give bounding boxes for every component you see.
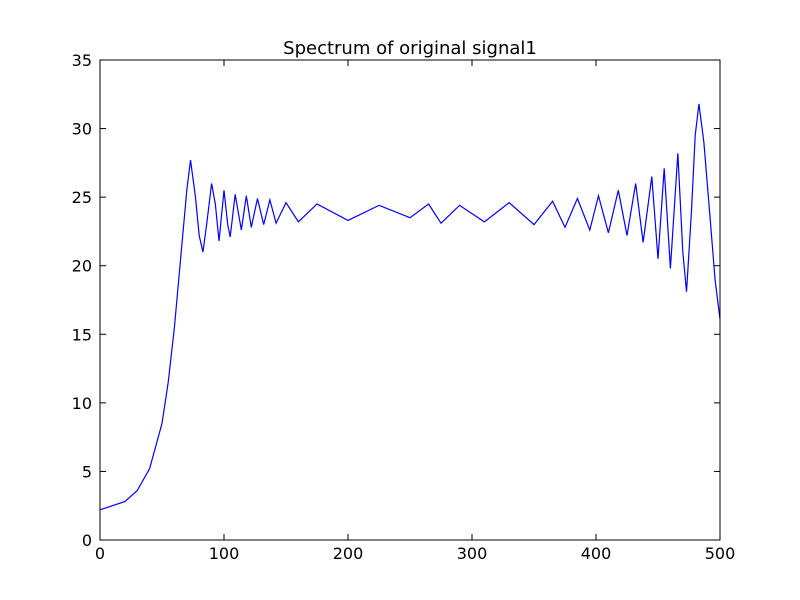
y-tick-label: 15 <box>72 325 92 344</box>
x-tick-label: 500 <box>705 544 736 563</box>
y-tick-label: 25 <box>72 188 92 207</box>
plot-frame <box>99 59 721 541</box>
x-tick-label: 0 <box>95 544 105 563</box>
y-tick-label: 30 <box>72 120 92 139</box>
chart-title: Spectrum of original signal1 <box>283 38 537 59</box>
x-tick-label: 300 <box>457 544 488 563</box>
x-tick-label: 200 <box>333 544 364 563</box>
series-line <box>100 103 720 511</box>
plot-area <box>100 103 720 511</box>
y-tick-label: 5 <box>82 462 92 481</box>
y-tick-label: 20 <box>72 257 92 276</box>
y-tick-label: 0 <box>82 531 92 550</box>
y-tick-label: 10 <box>72 394 92 413</box>
x-tick-label: 400 <box>581 544 612 563</box>
axis-tick-labels: 0 100 200 300 400 500 0 5 10 15 20 25 30 35 <box>72 51 736 563</box>
y-tick-label: 35 <box>72 51 92 70</box>
x-tick-label: 100 <box>209 544 240 563</box>
